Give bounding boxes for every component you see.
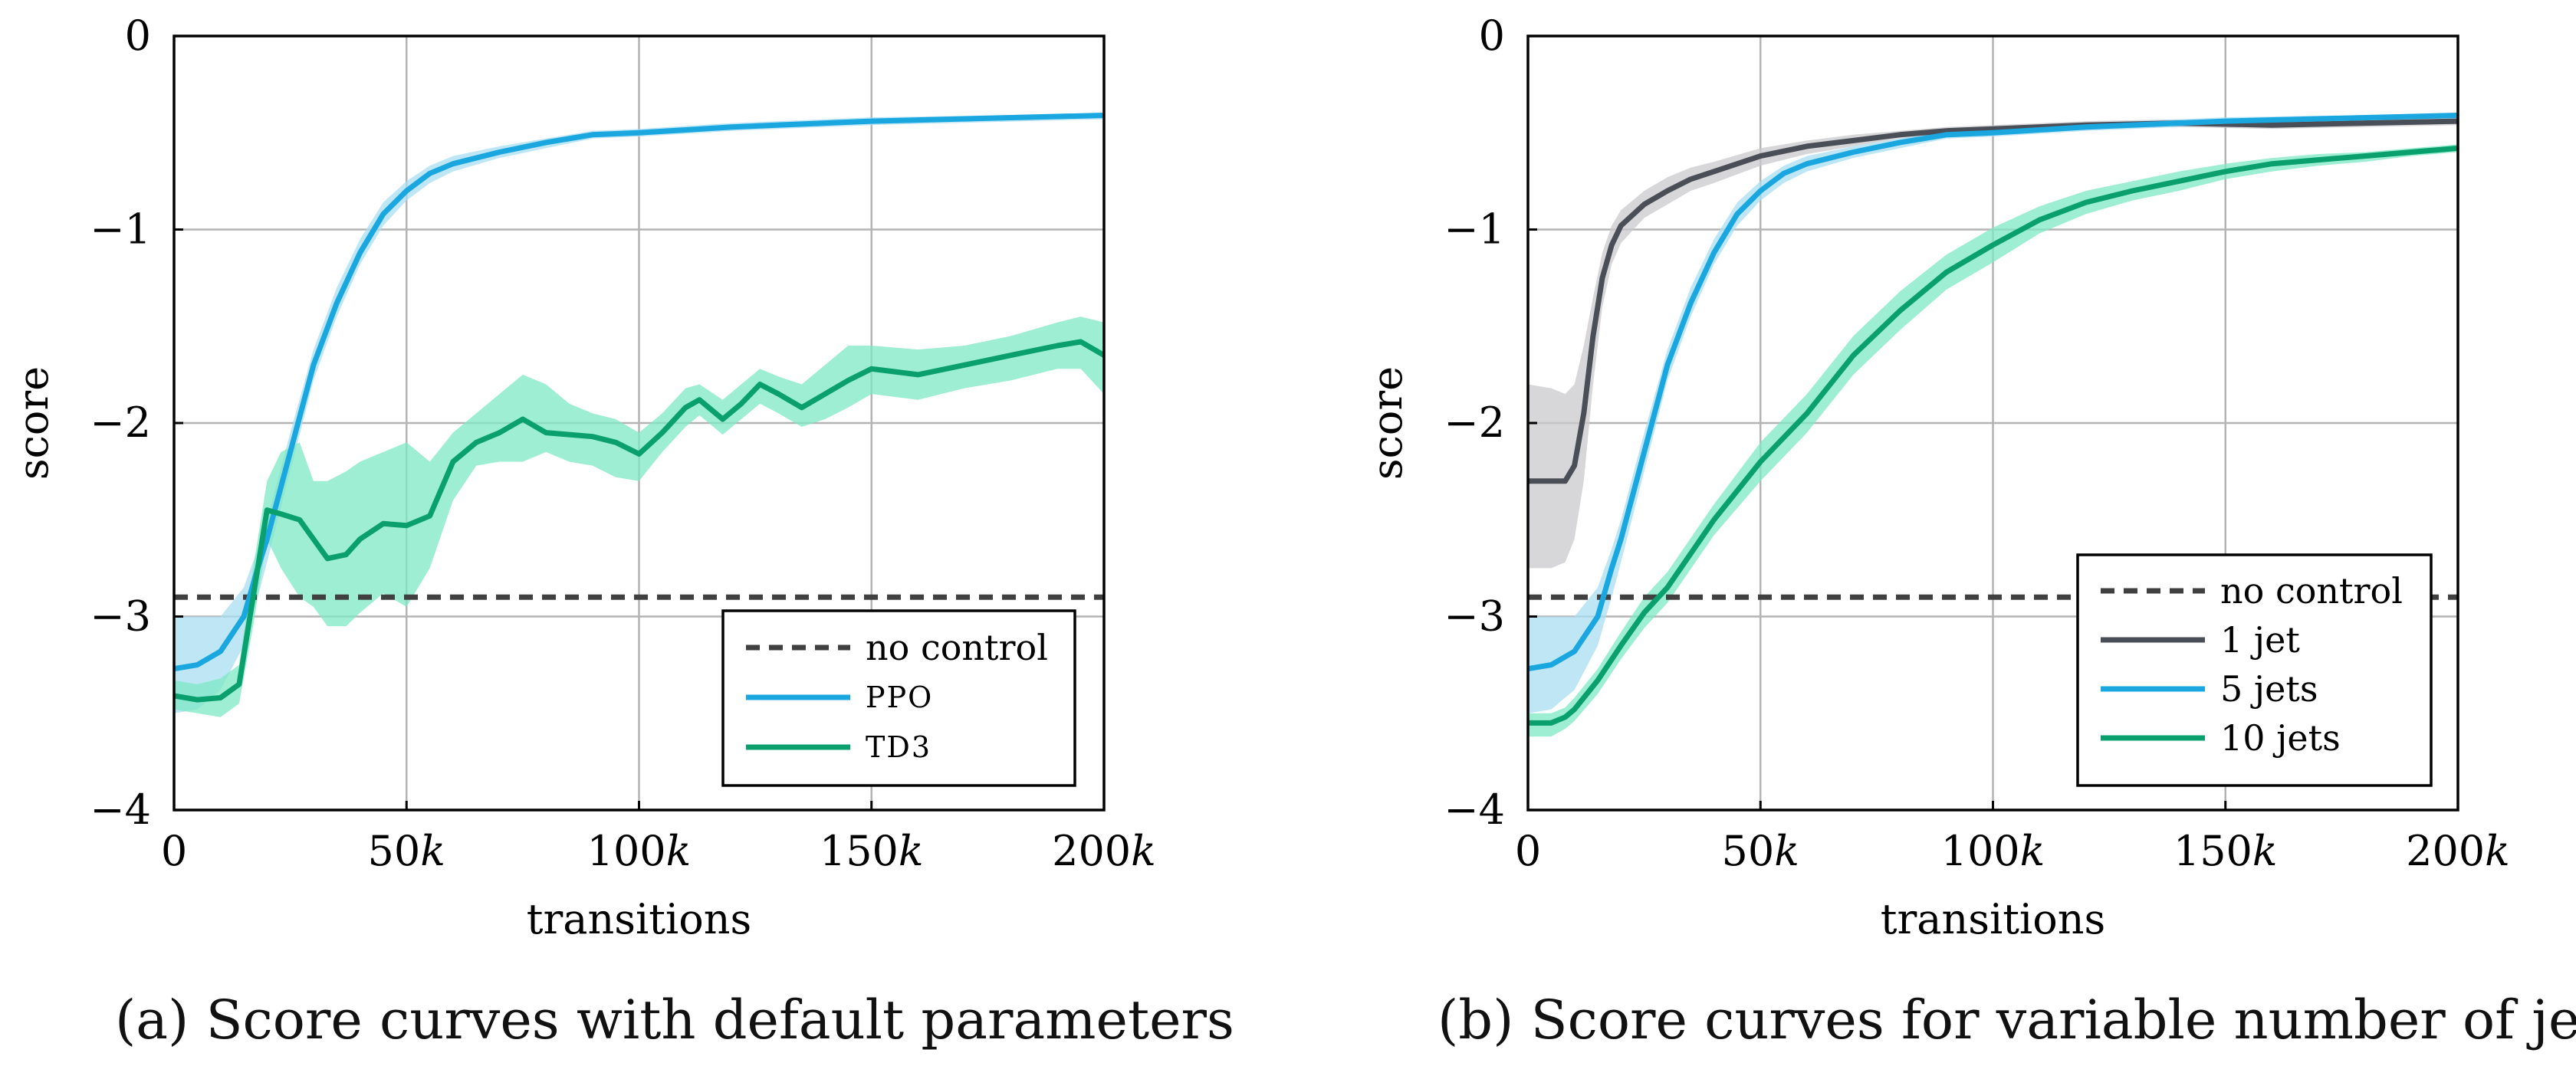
x-tick-label-a-3: 150k <box>820 827 924 875</box>
legend-label-b-1: 1 jet <box>2220 619 2300 661</box>
chart-b: 0 50k 100k 150k 200k 0 −1 −2 −3 −4 transitions scor… <box>1363 11 2510 943</box>
y-tick-label-b-2: −2 <box>1444 398 1505 447</box>
x-tick-label-b-0: 0 <box>1515 827 1541 875</box>
chart-a: 0 50k 100k 150k 200k 0 −1 −2 −3 −4 transitions scor… <box>9 11 1156 943</box>
legend-b: no control 1 jet 5 jets 10 jets <box>2076 553 2433 787</box>
chart-caption-a: (a) Score curves with default parameters <box>115 989 1234 1051</box>
legend-label-a-2: TD3 <box>866 730 932 764</box>
plot-area-a <box>174 113 1104 717</box>
y-tick-label-a-1: −1 <box>90 205 151 254</box>
legend-label-a-0: no control <box>866 627 1048 668</box>
y-tick-label-a-4: −4 <box>90 785 151 834</box>
chart-panel-a: 0 50k 100k 150k 200k 0 −1 −2 −3 −4 transitions scor… <box>9 11 1234 1051</box>
series-line-b-5-jets <box>1528 113 2458 672</box>
chart-caption-b: (b) Score curves for variable number of … <box>1438 989 2576 1051</box>
y-tick-label-b-0: 0 <box>1479 11 1505 60</box>
y-tick-label-b-4: −4 <box>1444 785 1505 834</box>
legend-label-a-1: PPO <box>866 681 933 714</box>
legend-label-b-3: 10 jets <box>2220 717 2341 759</box>
y-tick-label-b-1: −1 <box>1444 205 1505 254</box>
x-tick-label-a-0: 0 <box>161 827 187 875</box>
x-tick-label-b-3: 150k <box>2174 827 2278 875</box>
x-tick-label-b-2: 100k <box>1941 827 2045 875</box>
series-line-a-td3 <box>174 339 1104 703</box>
x-tick-label-b-4: 200k <box>2406 827 2510 875</box>
plot-area-b <box>1528 113 2458 737</box>
y-axis-label-a: score <box>9 366 58 480</box>
series-line-b-10-jets <box>1528 145 2458 726</box>
x-tick-label-a-1: 50k <box>368 827 445 875</box>
x-axis-label-b: transitions <box>1881 895 2105 943</box>
legend-label-b-0: no control <box>2220 570 2403 612</box>
y-tick-label-b-3: −3 <box>1444 592 1505 641</box>
x-tick-label-a-4: 200k <box>1052 827 1156 875</box>
legend-label-b-2: 5 jets <box>2220 668 2318 710</box>
x-tick-label-b-1: 50k <box>1722 827 1799 875</box>
y-tick-label-a-2: −2 <box>90 398 151 447</box>
y-tick-label-a-3: −3 <box>90 592 151 641</box>
chart-panel-b: 0 50k 100k 150k 200k 0 −1 −2 −3 −4 transitions scor… <box>1288 0 2576 1079</box>
y-axis-label-b: score <box>1363 366 1411 480</box>
series-line-a-ppo <box>174 113 1104 672</box>
x-tick-label-a-2: 100k <box>587 827 692 875</box>
legend-a: no control PPO TD3 <box>721 609 1076 787</box>
y-tick-label-a-0: 0 <box>125 11 151 60</box>
x-axis-label-a: transitions <box>527 895 751 943</box>
